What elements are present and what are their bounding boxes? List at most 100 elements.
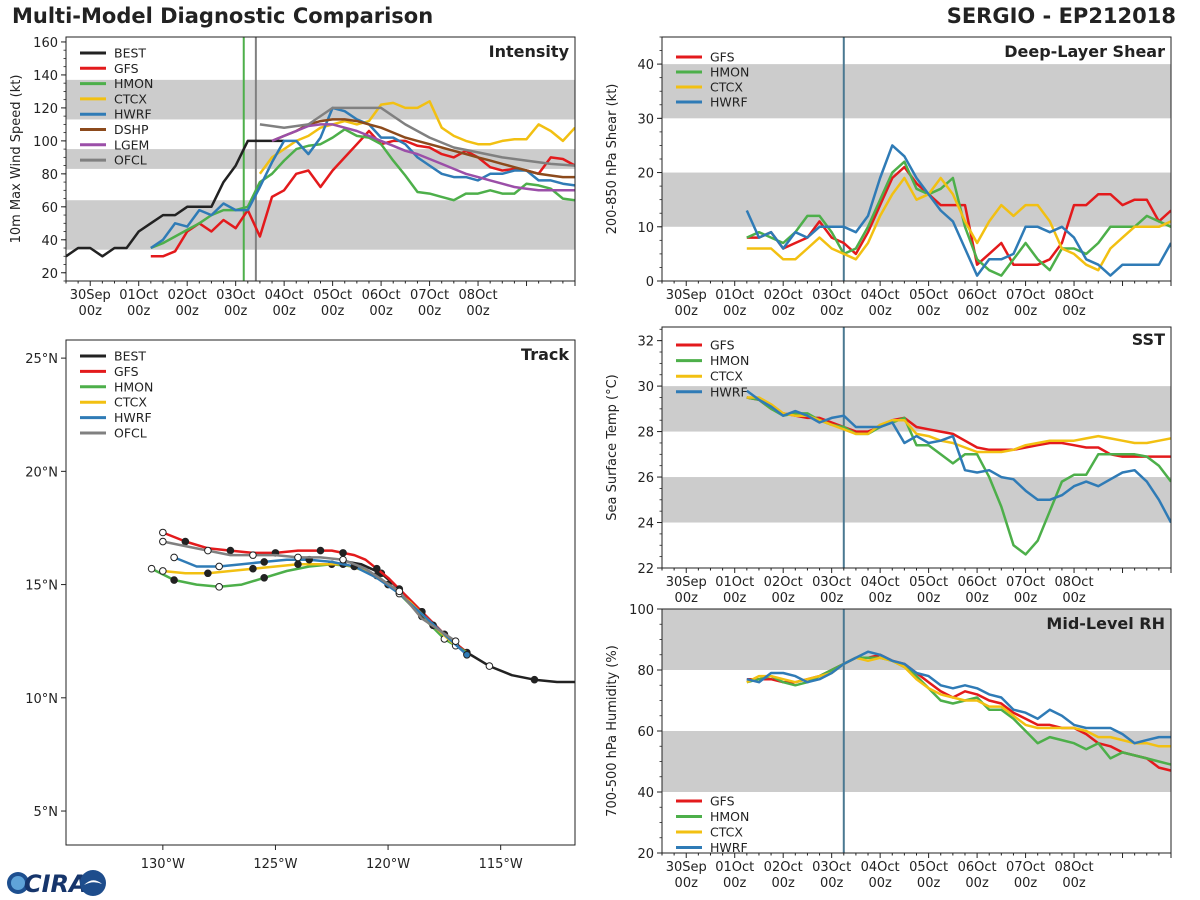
track-track-point — [215, 583, 223, 591]
intensity-legend-label-ctcx: CTCX — [114, 91, 147, 106]
track-track-point — [159, 567, 167, 575]
shear-xtick-hour: 00z — [723, 304, 747, 319]
shear-band-1 — [662, 64, 1171, 119]
rh-legend-label-gfs: GFS — [710, 794, 735, 809]
sst-xtick-hour: 00z — [675, 591, 699, 606]
rh-ytick-label: 100 — [629, 603, 654, 618]
shear-series-group — [745, 37, 1171, 281]
intensity-legend-label-lgem: LGEM — [114, 137, 149, 152]
track-ytick-label: 15°N — [25, 579, 58, 594]
rh-band-0 — [662, 731, 1171, 792]
rh-ytick-label: 20 — [637, 847, 654, 862]
track-ytick-label: 10°N — [25, 692, 58, 707]
intensity-panel-title: Intensity — [489, 42, 570, 61]
intensity-ylabel: 10m Max Wind Speed (kt) — [9, 75, 24, 244]
track-frame — [65, 339, 576, 846]
intensity-xtick-date: 08Oct — [459, 288, 498, 303]
intensity-band-2 — [66, 79, 575, 120]
intensity-ytick-label: 40 — [41, 234, 58, 249]
track-track-point — [159, 528, 167, 537]
track-track-point — [339, 555, 347, 564]
track-ytick-label: 5°N — [34, 805, 59, 820]
page-title: Multi-Model Diagnostic Comparison — [12, 4, 434, 28]
sst-xtick-date: 04Oct — [861, 575, 900, 590]
rh-xtick-hour: 00z — [723, 876, 747, 891]
intensity-xtick-hour: 00z — [466, 304, 490, 319]
track-ytick-label: 25°N — [25, 352, 58, 367]
intensity-xtick-hour: 00z — [418, 304, 442, 319]
sst-ytick-label: 24 — [637, 517, 654, 532]
sst-xtick-hour: 00z — [1062, 591, 1086, 606]
sst-panel-title: SST — [1132, 330, 1165, 349]
intensity-xtick-hour: 00z — [321, 304, 345, 319]
shear-ytick-label: 40 — [637, 58, 654, 73]
sst-legend-label-hmon: HMON — [710, 353, 749, 368]
intensity-band-0 — [66, 200, 575, 250]
track-track-point — [463, 650, 471, 659]
rh-xtick-hour: 00z — [868, 876, 892, 891]
track-series-hwrf — [173, 556, 468, 656]
sst-series-ctcx — [746, 396, 1171, 454]
intensity-xtick-date: 04Oct — [265, 288, 304, 303]
sst-frame — [661, 326, 1172, 569]
track-xtick-label: 130°W — [141, 857, 185, 872]
sst-plot-area: 22242628303230Sep00z01Oct00z02Oct00z03Oc… — [605, 326, 1172, 606]
track-track-point — [204, 546, 212, 555]
shear-xtick-hour: 00z — [675, 304, 699, 319]
shear-xtick-date: 30Sep — [666, 288, 707, 303]
track-track-point — [316, 546, 325, 555]
rh-legend-label-hwrf: HWRF — [710, 840, 748, 855]
track-panel-title: Track — [521, 345, 569, 364]
intensity-legend-label-dshp: DSHP — [114, 122, 149, 137]
sst-xtick-date: 01Oct — [715, 575, 754, 590]
rh-xtick-date: 03Oct — [812, 860, 851, 875]
shear-xtick-date: 06Oct — [958, 288, 997, 303]
intensity-series-best — [66, 139, 285, 258]
intensity-ytick-label: 80 — [41, 168, 58, 183]
track-track-point — [147, 564, 156, 573]
track-track-point — [530, 675, 539, 684]
track-track-point — [159, 537, 167, 546]
sst-series-hwrf — [746, 389, 1171, 524]
shear-xtick-hour: 00z — [772, 304, 796, 319]
track-background — [66, 340, 575, 845]
track-xtick-label: 120°W — [366, 857, 410, 872]
sst-xtick-hour: 00z — [723, 591, 747, 606]
intensity-series-lgem — [271, 123, 575, 192]
intensity-series-ctcx — [258, 100, 575, 175]
sst-xtick-date: 30Sep — [666, 575, 707, 590]
shear-xtick-date: 01Oct — [715, 288, 754, 303]
rh-ytick-label: 40 — [637, 786, 654, 801]
sst-legend-label-ctcx: CTCX — [710, 369, 743, 384]
track-track-point — [226, 546, 235, 555]
sst-band-0 — [662, 477, 1171, 523]
track-track-point — [373, 564, 381, 573]
cira-logo-text: CIRA — [24, 870, 88, 898]
track-track-point — [249, 551, 257, 559]
intensity-xtick-hour: 00z — [224, 304, 248, 319]
track-track-point — [204, 569, 212, 578]
rh-frame — [661, 608, 1172, 854]
track-track-point — [170, 553, 178, 562]
track-legend-label-best: BEST — [114, 349, 146, 364]
track-xtick-label: 115°W — [479, 857, 523, 872]
intensity-xtick-hour: 00z — [369, 304, 393, 319]
sst-xtick-hour: 00z — [917, 591, 941, 606]
intensity-legend-label-hmon: HMON — [114, 76, 153, 91]
sst-xtick-hour: 00z — [772, 591, 796, 606]
sst-ytick-label: 32 — [637, 335, 654, 350]
intensity-ytick-label: 120 — [33, 102, 58, 117]
intensity-legend-label-ofcl: OFCL — [114, 153, 147, 168]
rh-xtick-date: 04Oct — [861, 860, 900, 875]
track-legend-label-ctcx: CTCX — [114, 395, 147, 410]
intensity-ytick-label: 60 — [41, 201, 58, 216]
track-track-point — [181, 537, 190, 546]
shear-frame — [661, 36, 1172, 282]
intensity-legend-label-hwrf: HWRF — [114, 107, 152, 122]
track-track-point — [249, 564, 257, 573]
